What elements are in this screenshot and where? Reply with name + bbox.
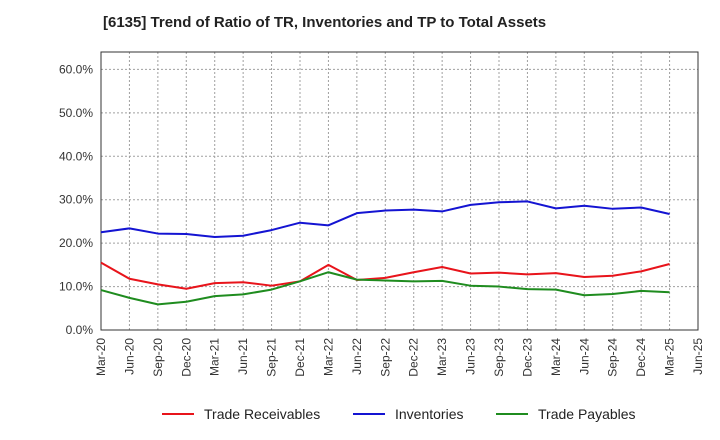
x-tick-label: Mar-22 <box>321 338 335 376</box>
x-tick-label: Jun-20 <box>122 338 136 375</box>
series-line-inventories <box>100 200 670 239</box>
x-tick-label: Dec-20 <box>179 338 193 377</box>
x-tick-label: Jun-24 <box>577 338 591 375</box>
x-tick-label: Dec-22 <box>407 338 421 377</box>
x-tick-label: Sep-24 <box>606 338 620 377</box>
legend-label-inventories: Inventories <box>395 406 463 422</box>
y-tick-label: 60.0% <box>59 62 93 76</box>
y-tick-label: 50.0% <box>59 106 93 120</box>
x-tick-label: Mar-21 <box>208 338 222 376</box>
x-tick-label: Sep-21 <box>265 338 279 377</box>
plot-area <box>101 52 698 330</box>
y-tick-label: 40.0% <box>59 149 93 163</box>
y-tick-label: 10.0% <box>59 280 93 294</box>
x-tick-label: Mar-24 <box>549 338 563 376</box>
y-tick-label: 30.0% <box>59 193 93 207</box>
x-tick-label: Jun-22 <box>350 338 364 375</box>
x-tick-label: Mar-25 <box>663 338 677 376</box>
x-tick-label: Mar-20 <box>94 338 108 376</box>
chart-title: [6135] Trend of Ratio of TR, Inventories… <box>103 14 547 31</box>
series-line-trade-receivables <box>100 261 670 290</box>
legend-label-trade-payables: Trade Payables <box>538 406 636 422</box>
x-tick-label: Sep-20 <box>151 338 165 377</box>
y-tick-label: 20.0% <box>59 236 93 250</box>
series-line-trade-payables <box>100 271 670 306</box>
x-tick-label: Dec-21 <box>293 338 307 377</box>
legend-label-trade-receivables: Trade Receivables <box>204 406 320 422</box>
x-tick-label: Sep-22 <box>378 338 392 377</box>
x-tick-label: Jun-23 <box>464 338 478 375</box>
x-tick-label: Jun-25 <box>691 338 705 375</box>
x-tick-label: Sep-23 <box>492 338 506 377</box>
x-tick-label: Dec-24 <box>634 338 648 377</box>
x-tick-label: Mar-23 <box>435 338 449 376</box>
x-tick-label: Jun-21 <box>236 338 250 375</box>
plot-border <box>100 51 699 331</box>
x-tick-label: Dec-23 <box>520 338 534 377</box>
y-tick-label: 0.0% <box>66 323 94 337</box>
